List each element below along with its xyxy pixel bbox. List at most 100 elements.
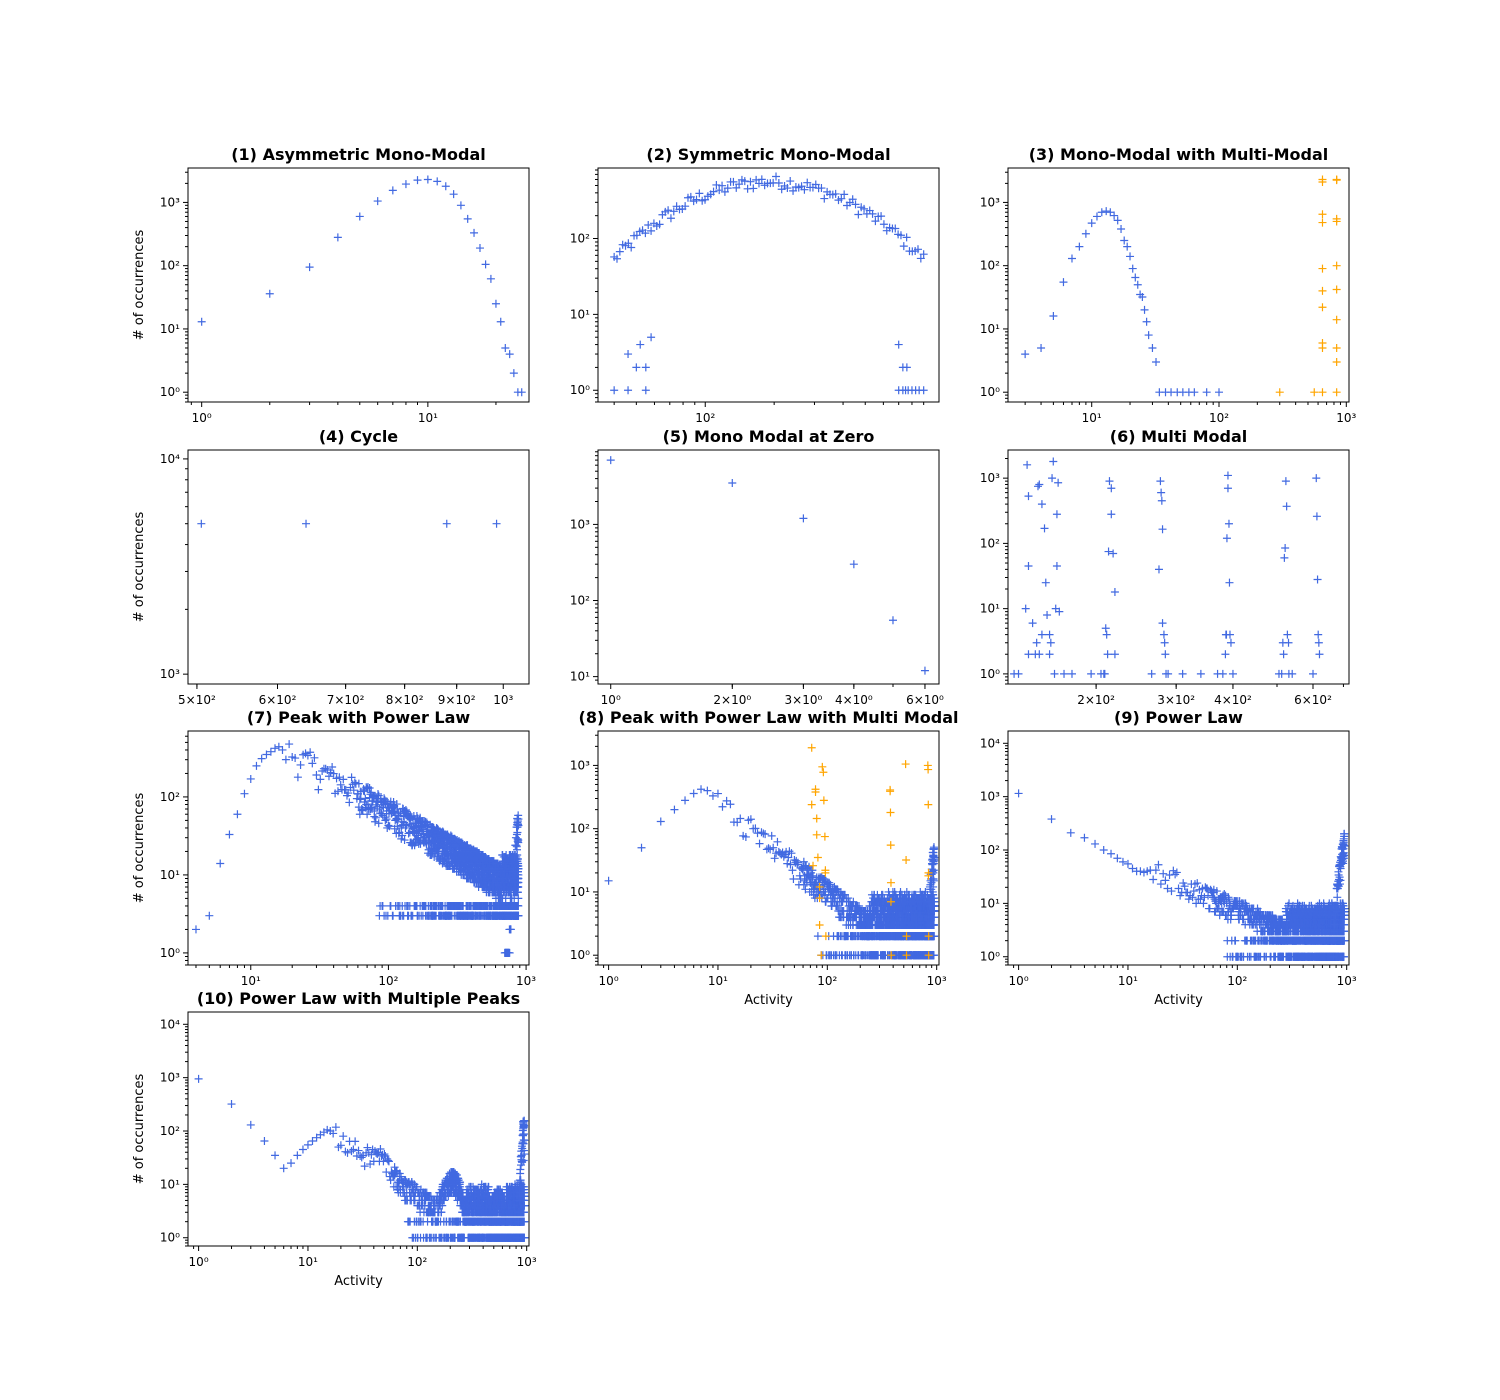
data-point <box>377 809 386 818</box>
data-point <box>1037 343 1046 352</box>
data-point <box>246 774 255 783</box>
plot-frame <box>1007 449 1350 685</box>
data-point <box>1225 630 1234 639</box>
data-point <box>1035 650 1044 659</box>
data-point <box>449 190 458 199</box>
data-point <box>517 388 526 397</box>
subplot-title: (4) Cycle <box>319 427 398 446</box>
x-tick-label: 10¹ <box>418 411 438 425</box>
series-1 <box>604 785 939 960</box>
data-point <box>894 340 903 349</box>
data-point <box>1102 207 1111 216</box>
y-tick-label: 10⁰ <box>980 667 1000 681</box>
data-point <box>365 784 374 793</box>
y-axis-label: # of occurrences <box>132 512 147 623</box>
x-tick-label: 10⁰ <box>601 693 621 707</box>
data-point <box>382 815 391 824</box>
data-point <box>347 773 356 782</box>
data-point <box>355 212 364 221</box>
data-point <box>770 854 779 863</box>
data-point <box>1014 669 1023 678</box>
data-point <box>1107 510 1116 519</box>
data-point <box>1109 549 1118 558</box>
data-point <box>888 616 897 625</box>
data-point <box>757 828 766 837</box>
data-point <box>1049 312 1058 321</box>
data-point <box>374 789 382 798</box>
data-point <box>216 859 225 868</box>
data-point <box>296 760 305 769</box>
data-point <box>433 177 442 186</box>
data-point <box>278 745 287 754</box>
data-point <box>1037 630 1046 639</box>
data-point <box>1332 315 1341 324</box>
data-point <box>344 789 353 798</box>
data-point <box>374 819 383 828</box>
data-point <box>1310 388 1319 397</box>
data-point <box>1202 388 1211 397</box>
y-tick-label: 10³ <box>160 667 180 681</box>
series-1 <box>1010 457 1324 678</box>
data-point <box>1107 484 1116 493</box>
data-point <box>316 775 325 784</box>
data-point <box>252 761 261 770</box>
data-point <box>225 830 234 839</box>
data-point <box>913 245 922 254</box>
data-point <box>1224 519 1233 528</box>
plot-frame <box>1007 167 1350 403</box>
x-tick-label: 2×10² <box>1077 693 1115 707</box>
data-point <box>1023 460 1032 469</box>
data-point <box>1024 650 1033 659</box>
data-point <box>718 181 727 190</box>
plot-frame <box>597 167 940 403</box>
data-point <box>370 812 379 821</box>
subplot-title: (5) Mono Modal at Zero <box>663 427 875 446</box>
data-point <box>1102 630 1111 639</box>
data-point <box>1123 242 1132 251</box>
data-point <box>501 343 510 352</box>
y-axis-label: # of occurrences <box>132 793 147 904</box>
data-point <box>1282 502 1291 511</box>
data-point <box>197 317 206 326</box>
data-point <box>624 350 633 359</box>
data-point <box>1318 178 1327 187</box>
data-point <box>848 195 857 204</box>
data-point <box>355 810 364 819</box>
data-point <box>240 789 249 798</box>
data-point <box>1105 477 1114 486</box>
x-tick-label: 2×10⁰ <box>713 693 751 707</box>
y-tick-label: 10² <box>570 822 590 836</box>
data-point <box>456 201 465 210</box>
data-point <box>285 740 294 749</box>
data-point <box>681 202 690 211</box>
data-point <box>803 178 812 187</box>
x-tick-label: 4×10⁰ <box>835 693 873 707</box>
y-tick-label: 10¹ <box>160 868 180 882</box>
data-point <box>868 209 877 218</box>
subplot-title: (3) Mono-Modal with Multi-Modal <box>1029 145 1329 164</box>
data-point <box>686 192 695 201</box>
data-point <box>695 189 704 198</box>
data-point <box>831 189 840 198</box>
x-tick-label: 3×10² <box>1157 693 1195 707</box>
data-point <box>1218 669 1227 678</box>
data-point <box>336 780 345 789</box>
x-tick-label: 10² <box>695 411 715 425</box>
data-point <box>381 816 390 825</box>
data-point <box>871 217 880 226</box>
y-tick-label: 10³ <box>160 195 180 209</box>
data-point <box>641 363 650 372</box>
data-point <box>1052 562 1061 571</box>
data-point <box>505 350 514 359</box>
data-point <box>1332 388 1341 397</box>
x-tick-label: 6×10⁰ <box>906 693 944 707</box>
data-point <box>1081 229 1090 238</box>
data-point <box>689 789 698 798</box>
data-point <box>397 834 406 843</box>
data-point <box>1148 343 1157 352</box>
data-point <box>1318 264 1327 273</box>
data-point <box>1332 358 1341 367</box>
x-tick-label: 6×10² <box>259 693 297 707</box>
